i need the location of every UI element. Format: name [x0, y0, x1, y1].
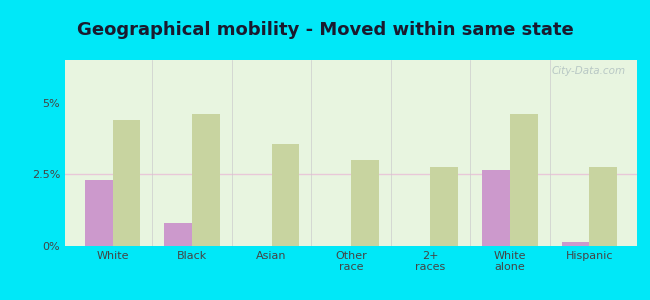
Bar: [590, 167, 617, 246]
Bar: [112, 120, 140, 246]
Bar: [164, 223, 192, 246]
Bar: [192, 114, 220, 246]
Bar: [85, 180, 112, 246]
Bar: [510, 114, 538, 246]
Bar: [272, 144, 300, 246]
Bar: [562, 242, 590, 246]
Text: Geographical mobility - Moved within same state: Geographical mobility - Moved within sam…: [77, 21, 573, 39]
Bar: [482, 170, 510, 246]
Text: City-Data.com: City-Data.com: [551, 66, 625, 76]
Bar: [430, 167, 458, 246]
Bar: [351, 160, 379, 246]
